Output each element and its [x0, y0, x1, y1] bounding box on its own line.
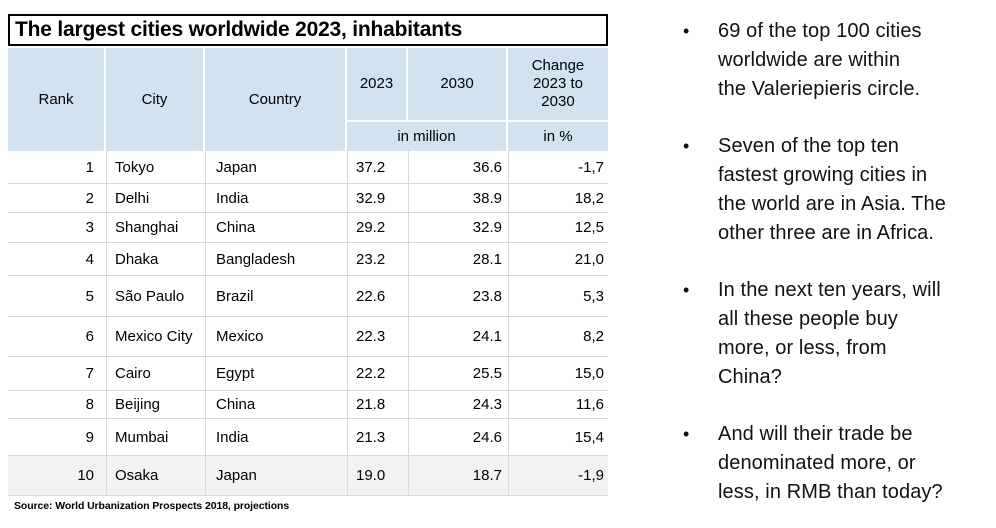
cell-change: 21,0 — [508, 243, 608, 275]
cell-city: São Paulo — [106, 276, 205, 316]
cell-rank: 4 — [85, 250, 94, 268]
cell-2030: 24.1 — [408, 317, 508, 356]
bullet-text: Seven of the top ten fastest growing cit… — [718, 135, 946, 244]
cell-2030: 36.6 — [408, 151, 508, 183]
cell-change: 15,0 — [508, 357, 608, 390]
cell-rank: 8 — [85, 396, 94, 413]
list-item: • 69 of the top 100 cities worldwide are… — [683, 17, 985, 104]
cell-city: Shanghai — [106, 213, 205, 242]
cell-rank: 7 — [85, 365, 94, 382]
cell-2030: 24.6 — [408, 419, 508, 455]
cell-city: Dhaka — [106, 243, 205, 275]
cell-city: Cairo — [106, 357, 205, 390]
cell-rank: 2 — [85, 189, 94, 207]
bullet-text: And will their trade be denominated more… — [718, 423, 943, 503]
cell-country: Egypt — [205, 357, 347, 390]
cell-2030: 28.1 — [408, 243, 508, 275]
cell-change: -1,7 — [508, 151, 608, 183]
table-title: The largest cities worldwide 2023, inhab… — [8, 14, 608, 46]
header-city: City — [106, 48, 205, 151]
cell-rank: 10 — [77, 467, 94, 484]
bullet-icon: • — [683, 280, 690, 300]
bullet-icon: • — [683, 136, 690, 156]
cell-change: 11,6 — [508, 391, 608, 418]
header-unit-percent: in % — [508, 122, 608, 151]
cell-city: Mexico City — [106, 317, 205, 356]
table-row: 3 Shanghai China 29.2 32.9 12,5 — [8, 213, 608, 243]
bullet-icon: • — [683, 21, 690, 41]
table-row: 8 Beijing China 21.8 24.3 11,6 — [8, 391, 608, 419]
bullet-text: In the next ten years, will all these pe… — [718, 279, 941, 388]
cell-2023: 23.2 — [347, 243, 408, 275]
bullet-list: • 69 of the top 100 cities worldwide are… — [683, 17, 985, 528]
bullet-icon: • — [683, 424, 690, 444]
cell-country: Japan — [205, 151, 347, 183]
header-change: Change 2023 to 2030 — [508, 48, 608, 120]
cell-2023: 32.9 — [347, 184, 408, 212]
cell-city: Delhi — [106, 184, 205, 212]
cell-city: Beijing — [106, 391, 205, 418]
cell-country: China — [205, 213, 347, 242]
cell-2023: 19.0 — [347, 456, 408, 495]
header-country: Country — [205, 48, 347, 151]
cell-change: 15,4 — [508, 419, 608, 455]
cell-country: Brazil — [205, 276, 347, 316]
table-row: 2 Delhi India 32.9 38.9 18,2 — [8, 184, 608, 213]
header-rank: Rank — [8, 48, 106, 151]
cell-2023: 22.3 — [347, 317, 408, 356]
table-header: Rank City Country 2023 2030 Change 2023 … — [8, 48, 608, 151]
cell-city: Mumbai — [106, 419, 205, 455]
cell-2030: 23.8 — [408, 276, 508, 316]
cell-change: -1,9 — [508, 456, 608, 495]
cell-country: Bangladesh — [205, 243, 347, 275]
cell-2023: 37.2 — [347, 151, 408, 183]
list-item: • And will their trade be denominated mo… — [683, 420, 985, 507]
cell-2030: 38.9 — [408, 184, 508, 212]
table-row: 6 Mexico City Mexico 22.3 24.1 8,2 — [8, 317, 608, 357]
cell-rank: 3 — [85, 219, 94, 236]
cell-2023: 29.2 — [347, 213, 408, 242]
cell-country: China — [205, 391, 347, 418]
cell-country: Japan — [205, 456, 347, 495]
cell-change: 18,2 — [508, 184, 608, 212]
cell-2023: 21.3 — [347, 419, 408, 455]
table-section: The largest cities worldwide 2023, inhab… — [8, 14, 608, 512]
cell-change: 8,2 — [508, 317, 608, 356]
table-row: 4 Dhaka Bangladesh 23.2 28.1 21,0 — [8, 243, 608, 276]
table-row: 9 Mumbai India 21.3 24.6 15,4 — [8, 419, 608, 456]
cell-country: India — [205, 184, 347, 212]
table-body: 1 Tokyo Japan 37.2 36.6 -1,7 2 Delhi Ind… — [8, 151, 608, 496]
cell-2030: 32.9 — [408, 213, 508, 242]
cell-2023: 21.8 — [347, 391, 408, 418]
list-item: • In the next ten years, will all these … — [683, 276, 985, 392]
table-row: 5 São Paulo Brazil 22.6 23.8 5,3 — [8, 276, 608, 317]
cell-change: 5,3 — [508, 276, 608, 316]
cell-rank: 6 — [85, 328, 94, 345]
table-row: 7 Cairo Egypt 22.2 25.5 15,0 — [8, 357, 608, 391]
cell-2023: 22.6 — [347, 276, 408, 316]
cell-rank: 5 — [85, 287, 94, 305]
cell-2030: 18.7 — [408, 456, 508, 495]
cell-change: 12,5 — [508, 213, 608, 242]
header-2023: 2023 — [347, 48, 408, 120]
cell-2030: 25.5 — [408, 357, 508, 390]
cell-rank: 1 — [85, 158, 94, 176]
list-item: • Seven of the top ten fastest growing c… — [683, 132, 985, 248]
cell-city: Tokyo — [106, 151, 205, 183]
cell-country: India — [205, 419, 347, 455]
table-row: 1 Tokyo Japan 37.2 36.6 -1,7 — [8, 151, 608, 184]
cell-2030: 24.3 — [408, 391, 508, 418]
cell-2023: 22.2 — [347, 357, 408, 390]
source-note: Source: World Urbanization Prospects 201… — [14, 500, 290, 512]
header-2030: 2030 — [408, 48, 508, 120]
bullet-text: 69 of the top 100 cities worldwide are w… — [718, 20, 922, 100]
cell-rank: 9 — [85, 428, 94, 446]
header-unit-million: in million — [347, 122, 508, 151]
cell-city: Osaka — [106, 456, 205, 495]
table-row: 10 Osaka Japan 19.0 18.7 -1,9 — [8, 456, 608, 496]
cell-country: Mexico — [205, 317, 347, 356]
